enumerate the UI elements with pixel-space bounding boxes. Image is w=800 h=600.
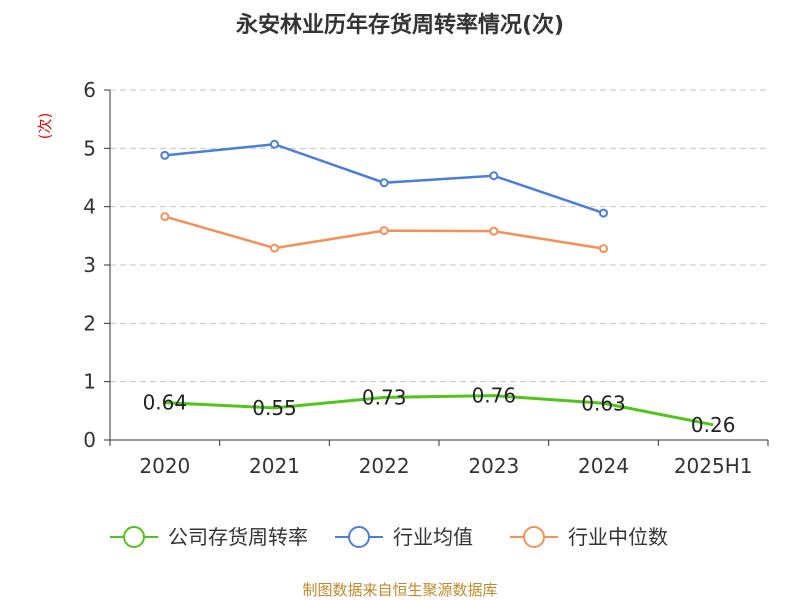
data-label: 0.55 — [252, 396, 297, 420]
data-label: 0.26 — [691, 413, 736, 437]
data-point — [599, 208, 608, 218]
data-point — [270, 243, 279, 253]
y-tick-label: 2 — [83, 311, 96, 335]
data-point — [160, 150, 170, 160]
data-labels: 0.64 0.55 0.73 0.76 0.63 0.26 — [143, 384, 736, 437]
x-tick-label: 2021 — [249, 454, 300, 478]
legend-swatch-marker — [348, 526, 370, 548]
data-label: 0.73 — [362, 385, 407, 409]
data-point — [379, 226, 389, 236]
x-tick-label: 2020 — [139, 454, 190, 478]
y-tick-label: 3 — [83, 253, 96, 277]
y-axis-label: (次) — [36, 113, 54, 140]
y-tick-label: 5 — [83, 136, 96, 160]
legend-swatch-marker — [123, 526, 145, 548]
data-point — [489, 226, 499, 236]
legend: 公司存货周转率 行业均值 行业中位数 — [110, 525, 668, 549]
series-line-0 — [164, 394, 714, 427]
data-point — [160, 212, 170, 222]
data-point — [379, 178, 389, 188]
series-layer — [160, 139, 714, 427]
x-tick-label: 2025H1 — [674, 454, 753, 478]
x-tick-label: 2022 — [359, 454, 410, 478]
data-point — [270, 139, 279, 149]
legend-swatch-marker — [523, 526, 545, 548]
x-tick-label: 2024 — [578, 454, 629, 478]
y-tick-label: 4 — [83, 195, 96, 219]
y-tick-label: 1 — [83, 370, 96, 394]
source-note: 制图数据来自恒生聚源数据库 — [302, 581, 497, 599]
data-point — [599, 244, 608, 254]
chart-title: 永安林业历年存货周转率情况(次) — [236, 12, 564, 38]
y-tick-label: 6 — [83, 78, 96, 102]
data-label: 0.63 — [581, 391, 626, 415]
legend-label: 行业中位数 — [568, 525, 668, 549]
x-tick-label: 2023 — [468, 454, 519, 478]
axes: 0 1 2 3 4 5 6 2020 2021 2022 2023 2024 2025H1 — [83, 78, 769, 478]
data-label: 0.76 — [472, 384, 517, 408]
grid — [110, 89, 768, 383]
legend-label: 行业均值 — [393, 525, 473, 549]
data-point — [489, 171, 499, 181]
data-label: 0.64 — [143, 391, 188, 415]
y-tick-label: 0 — [83, 428, 96, 452]
legend-label: 公司存货周转率 — [168, 525, 308, 549]
